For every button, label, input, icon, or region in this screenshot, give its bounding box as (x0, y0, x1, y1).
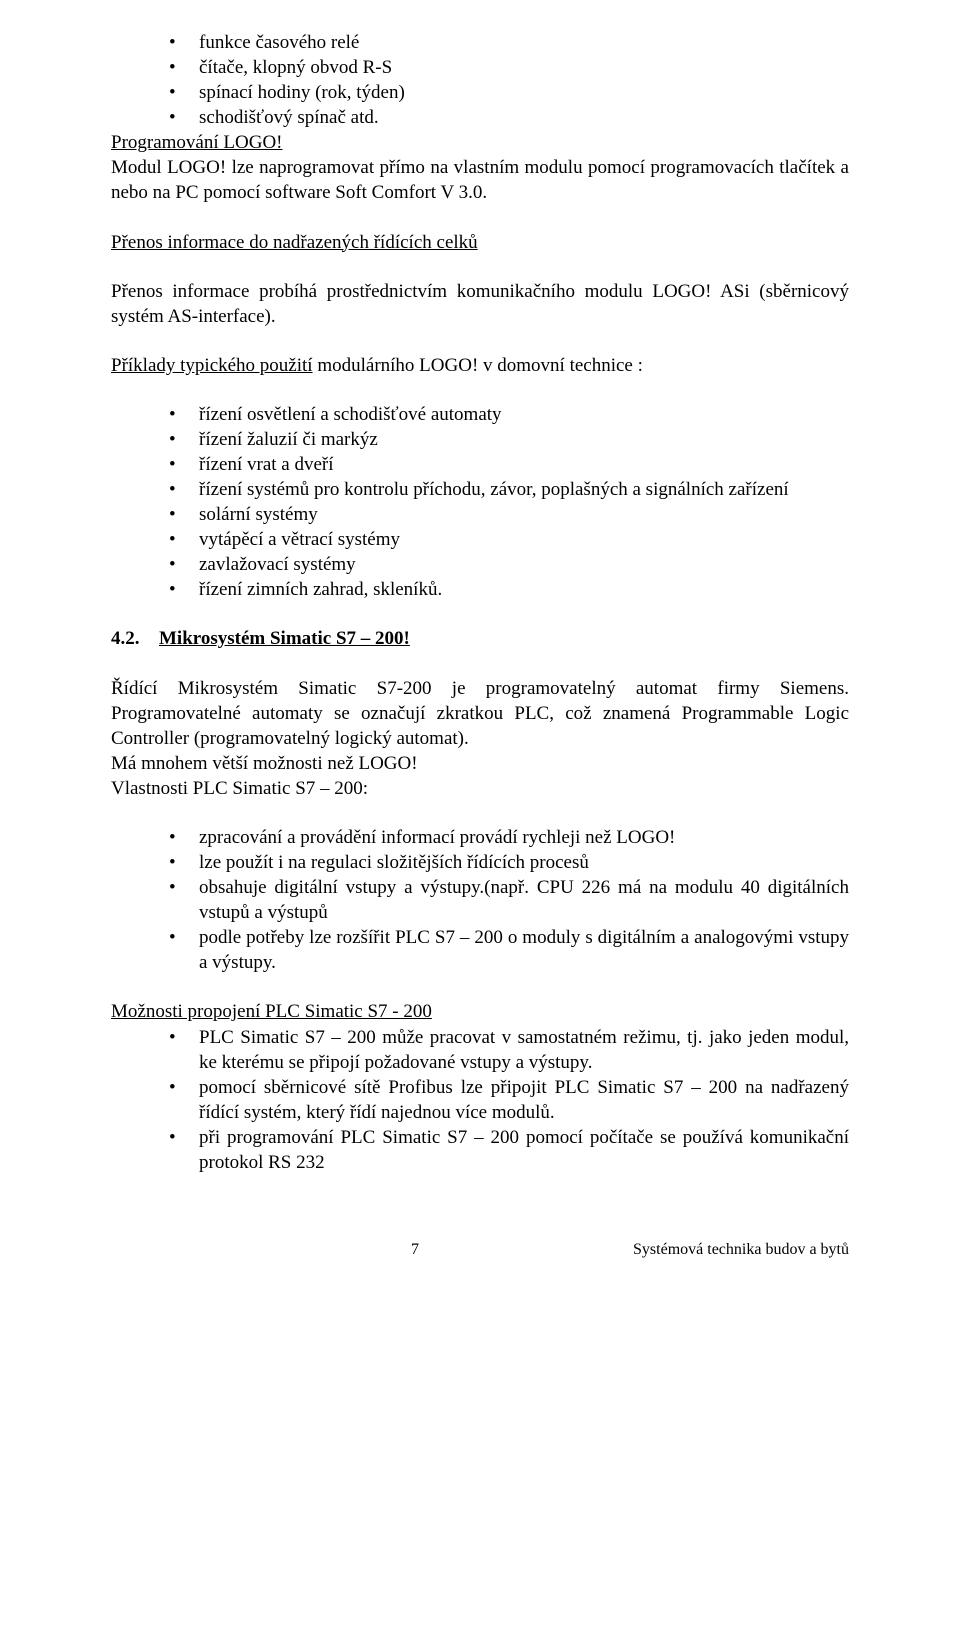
s7-bullet-list: zpracování a provádění informací provádí… (111, 825, 849, 975)
list-item: PLC Simatic S7 – 200 může pracovat v sam… (169, 1025, 849, 1075)
prenos-heading-text: Přenos informace do nadřazených řídících… (111, 232, 478, 253)
priklady-lead: Příklady typického použití modulárního L… (111, 353, 849, 378)
section-4-2-number: 4.2. (111, 626, 159, 651)
list-item: zpracování a provádění informací provádí… (169, 825, 849, 850)
list-item: zavlažovací systémy (169, 552, 849, 577)
section-4-2-heading: 4.2.Mikrosystém Simatic S7 – 200! (111, 626, 849, 651)
moznosti-bullet-list: PLC Simatic S7 – 200 může pracovat v sam… (111, 1025, 849, 1175)
list-item: řízení vrat a dveří (169, 452, 849, 477)
list-item: spínací hodiny (rok, týden) (169, 80, 849, 105)
list-item: řízení žaluzií či markýz (169, 427, 849, 452)
top-bullet-list: funkce časového relé čítače, klopný obvo… (111, 30, 849, 130)
list-item: pomocí sběrnicové sítě Profibus lze přip… (169, 1075, 849, 1125)
list-item: schodišťový spínač atd. (169, 105, 849, 130)
moznosti-heading-text: Možnosti propojení PLC Simatic S7 - 200 (111, 1001, 432, 1022)
list-item: lze použít i na regulaci složitějších ří… (169, 850, 849, 875)
list-item: při programování PLC Simatic S7 – 200 po… (169, 1125, 849, 1175)
page-number: 7 (411, 1239, 419, 1260)
list-item: řízení osvětlení a schodišťové automaty (169, 402, 849, 427)
s7-paragraph: Řídící Mikrosystém Simatic S7-200 je pro… (111, 676, 849, 751)
priklady-lead-rest: modulárního LOGO! v domovní technice : (313, 355, 643, 376)
section-4-2-title: Mikrosystém Simatic S7 – 200! (159, 628, 410, 649)
prenos-heading: Přenos informace do nadřazených řídících… (111, 230, 849, 255)
s7-vlastnosti: Vlastnosti PLC Simatic S7 – 200: (111, 776, 849, 801)
list-item: solární systémy (169, 502, 849, 527)
modul-logo-paragraph: Modul LOGO! lze naprogramovat přímo na v… (111, 155, 849, 205)
list-item: řízení systémů pro kontrolu příchodu, zá… (169, 477, 849, 502)
priklady-lead-underlined: Příklady typického použití (111, 355, 313, 376)
prenos-paragraph: Přenos informace probíhá prostřednictvím… (111, 279, 849, 329)
list-item: podle potřeby lze rozšířit PLC S7 – 200 … (169, 925, 849, 975)
list-item: obsahuje digitální vstupy a výstupy.(nap… (169, 875, 849, 925)
list-item: funkce časového relé (169, 30, 849, 55)
page-footer: 7 Systémová technika budov a bytů (111, 1239, 849, 1260)
list-item: vytápěcí a větrací systémy (169, 527, 849, 552)
list-item: čítače, klopný obvod R-S (169, 55, 849, 80)
s7-more: Má mnohem větší možnosti než LOGO! (111, 751, 849, 776)
list-item: řízení zimních zahrad, skleníků. (169, 577, 849, 602)
moznosti-heading: Možnosti propojení PLC Simatic S7 - 200 (111, 999, 849, 1024)
programovani-logo-heading: Programování LOGO! (111, 130, 849, 155)
footer-title: Systémová technika budov a bytů (633, 1239, 849, 1260)
priklady-bullet-list: řízení osvětlení a schodišťové automaty … (111, 402, 849, 603)
programovani-logo-text: Programování LOGO! (111, 132, 283, 153)
